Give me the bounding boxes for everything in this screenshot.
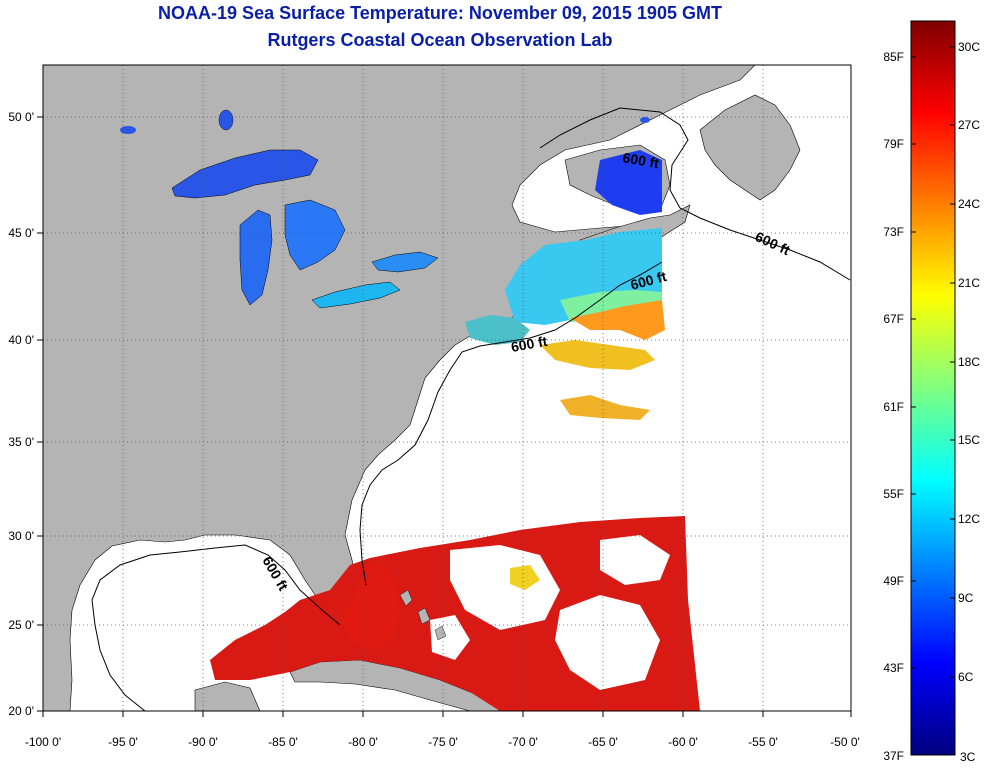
lon-label: -90 0': [188, 735, 218, 749]
contour-label-4: 600 ft: [510, 333, 549, 355]
lat-label: 45 0': [8, 226, 34, 240]
lake-huron: [284, 199, 346, 271]
contour-label-1: 600 ft: [621, 149, 660, 171]
lon-label: -95 0': [108, 735, 138, 749]
lat-label: 40 0': [8, 333, 34, 347]
lon-label: -85 0': [268, 735, 298, 749]
isobath-gulf: [91, 544, 341, 711]
land-north-america: [43, 65, 756, 711]
land-cuba: [289, 659, 501, 711]
cloud-gap-1: [450, 545, 560, 630]
isobath-atlantic: [359, 107, 851, 586]
lat-label: 35 0': [8, 435, 34, 449]
map-title: NOAA-19 Sea Surface Temperature: Novembe…: [158, 3, 722, 23]
lake-ontario: [371, 251, 439, 273]
lon-label: -55 0': [748, 735, 778, 749]
lake-superior: [171, 149, 319, 199]
lon-label: -100 0': [25, 735, 61, 749]
map-subtitle: Rutgers Coastal Ocean Observation Lab: [267, 30, 613, 50]
cloud-gap-4: [430, 615, 470, 660]
lon-label: -65 0': [588, 735, 618, 749]
land-yucatan: [194, 681, 261, 711]
lake-erie: [311, 281, 401, 309]
lat-lon-grid: [43, 65, 851, 711]
lat-label: 25 0': [8, 618, 34, 632]
sst-gulf-stream-1: [540, 340, 655, 370]
lon-label: -60 0': [668, 735, 698, 749]
lon-label: -75 0': [428, 735, 458, 749]
sst-gulf-stream-2: [560, 395, 650, 420]
lake-small-1: [120, 126, 136, 134]
lon-label: -50 0': [830, 735, 860, 749]
land-newfoundland: [699, 94, 801, 201]
land-bahamas: [399, 589, 447, 641]
map-frame: [42, 64, 852, 712]
lat-label: 20 0': [8, 704, 34, 718]
lat-label: 50 0': [8, 110, 34, 124]
lon-label: -80 0': [348, 735, 378, 749]
sst-st-lawrence: [595, 150, 662, 215]
sst-shelf-nyb: [465, 315, 530, 345]
lake-michigan: [239, 209, 273, 306]
lon-label: -70 0': [508, 735, 538, 749]
sst-patch-yellow: [510, 565, 540, 590]
lake-nipigon: [218, 109, 234, 131]
cloud-gap-3: [600, 535, 670, 585]
axis-ticks: [37, 116, 852, 717]
lake-small-2: [640, 117, 650, 123]
sst-slope-warm: [570, 300, 665, 340]
sst-florida-current: [340, 560, 400, 650]
lat-label: 30 0': [8, 529, 34, 543]
cloud-gap-2: [555, 595, 660, 690]
